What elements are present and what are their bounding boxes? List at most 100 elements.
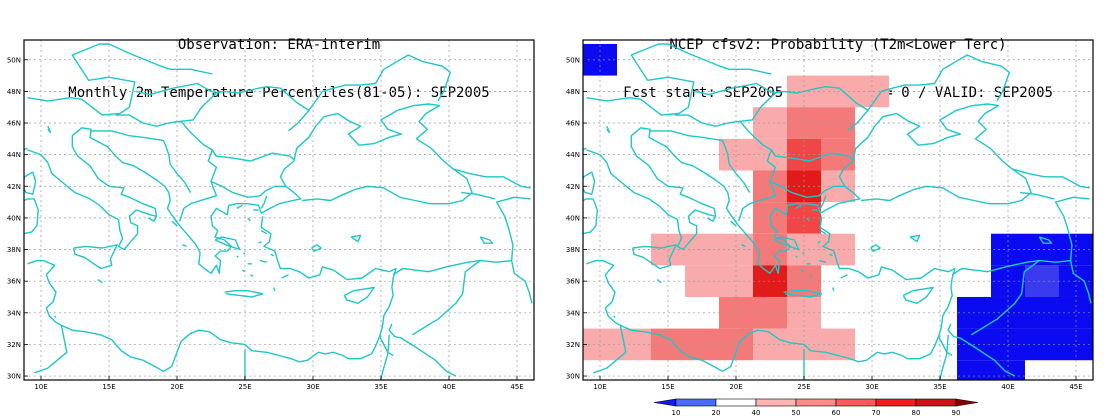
coastline bbox=[24, 171, 37, 195]
island-outline bbox=[97, 279, 103, 284]
colorbar-box bbox=[795, 398, 837, 407]
coastline bbox=[902, 286, 934, 304]
island-outline bbox=[260, 229, 268, 235]
lat-tick-label: 30N bbox=[7, 373, 21, 381]
island-outline bbox=[270, 253, 274, 257]
lon-tick-label: 35E bbox=[374, 383, 387, 391]
lake-outline bbox=[47, 125, 52, 134]
country-border bbox=[33, 325, 68, 374]
country-border bbox=[937, 336, 953, 357]
coastline bbox=[648, 103, 1032, 274]
colorbar-label: 40 bbox=[752, 409, 761, 417]
lat-tick-label: 48N bbox=[566, 88, 580, 96]
coastline bbox=[773, 236, 800, 251]
lat-tick-label: 36N bbox=[566, 278, 580, 286]
island-outline bbox=[800, 269, 805, 273]
country-border bbox=[461, 191, 496, 200]
coastline bbox=[586, 216, 956, 372]
lake-outline bbox=[479, 236, 494, 244]
lon-tick-label: 15E bbox=[661, 383, 674, 391]
island-outline bbox=[54, 315, 57, 318]
coastline bbox=[583, 171, 596, 195]
country-border bbox=[388, 323, 457, 377]
country-border bbox=[510, 260, 533, 304]
colorbar-label: 20 bbox=[712, 409, 721, 417]
lat-tick-label: 50N bbox=[7, 56, 21, 64]
colorbar-box bbox=[755, 398, 797, 407]
left-coastlines bbox=[24, 43, 533, 380]
island-outline bbox=[817, 240, 821, 244]
country-border bbox=[970, 260, 1040, 336]
country-border bbox=[1011, 168, 1090, 189]
colorbar-box bbox=[715, 398, 757, 407]
lon-tick-label: 45E bbox=[1069, 383, 1082, 391]
lat-tick-label: 34N bbox=[7, 309, 21, 317]
country-border bbox=[769, 180, 845, 198]
lake-outline bbox=[909, 234, 921, 243]
coastline bbox=[783, 290, 823, 298]
colorbar-box bbox=[675, 398, 717, 407]
colorbar-boxes bbox=[653, 398, 979, 407]
lat-tick-label: 44N bbox=[566, 151, 580, 159]
country-border bbox=[947, 323, 1016, 377]
coastline bbox=[89, 103, 473, 274]
lat-tick-label: 46N bbox=[7, 120, 21, 128]
colorbar-label: 10 bbox=[672, 409, 681, 417]
island-outline bbox=[281, 274, 289, 279]
lon-tick-label: 10E bbox=[34, 383, 47, 391]
island-outline bbox=[236, 204, 243, 210]
colorbar-label: 90 bbox=[952, 409, 961, 417]
island-outline bbox=[171, 220, 178, 227]
colorbar-box bbox=[875, 398, 917, 407]
coastline bbox=[148, 215, 158, 222]
right-title: NCEP cfsv2: Probability (T2m<Lower Terc)… bbox=[583, 5, 1093, 117]
island-outline bbox=[802, 252, 805, 255]
left-grid bbox=[24, 40, 534, 380]
right-axis-labels: 30N 32N 34N 36N 38N 40N 42N 44N 46N 48N 50N 10E 15E 2… bbox=[566, 56, 1083, 391]
lat-tick-label: 32N bbox=[566, 341, 580, 349]
island-outline bbox=[247, 217, 251, 222]
colorbar-labels: 10 20 40 50 60 70 80 90 bbox=[672, 409, 961, 417]
coastline bbox=[224, 290, 264, 298]
lat-tick-label: 30N bbox=[566, 373, 580, 381]
lat-tick-label: 40N bbox=[7, 214, 21, 222]
coastline bbox=[214, 236, 241, 251]
country-border bbox=[452, 168, 531, 189]
country-border bbox=[1020, 191, 1055, 200]
lon-tick-label: 20E bbox=[170, 383, 183, 391]
coastline bbox=[631, 244, 677, 270]
lake-outline bbox=[606, 125, 611, 134]
lake-outline bbox=[870, 244, 881, 252]
right-map: 30N 32N 34N 36N 38N 40N 42N 44N 46N 48N 50N 10E 15E 2… bbox=[566, 39, 1094, 391]
coastline bbox=[27, 216, 397, 372]
island-outline bbox=[741, 244, 746, 248]
lon-tick-label: 30E bbox=[306, 383, 319, 391]
island-outline bbox=[809, 274, 813, 278]
island-outline bbox=[182, 244, 187, 248]
coastline bbox=[72, 244, 118, 270]
lon-tick-label: 40E bbox=[442, 383, 455, 391]
country-border bbox=[411, 260, 481, 336]
country-border bbox=[649, 130, 751, 193]
island-outline bbox=[819, 229, 827, 235]
lat-tick-label: 50N bbox=[566, 56, 580, 64]
lat-tick-label: 36N bbox=[7, 278, 21, 286]
coastline bbox=[583, 198, 598, 235]
lon-tick-label: 45E bbox=[510, 383, 523, 391]
country-border bbox=[179, 149, 218, 222]
country-border bbox=[695, 82, 869, 132]
country-border bbox=[136, 82, 310, 132]
country-border bbox=[260, 195, 268, 209]
lon-tick-label: 30E bbox=[865, 383, 878, 391]
colorbar-box bbox=[835, 398, 877, 407]
country-border bbox=[674, 92, 776, 127]
right-coastlines bbox=[583, 43, 1092, 380]
colorbar-label: 80 bbox=[912, 409, 921, 417]
left-title-line1: Observation: ERA-interim bbox=[177, 37, 381, 53]
country-border bbox=[180, 120, 295, 162]
lon-tick-label: 35E bbox=[933, 383, 946, 391]
coastline bbox=[707, 215, 717, 222]
lon-tick-label: 10E bbox=[593, 383, 606, 391]
left-axis-labels: 30N 32N 34N 36N 38N 40N 42N 44N 46N 48N 50N 10E 15E 2… bbox=[7, 56, 524, 391]
island-outline bbox=[272, 287, 276, 291]
